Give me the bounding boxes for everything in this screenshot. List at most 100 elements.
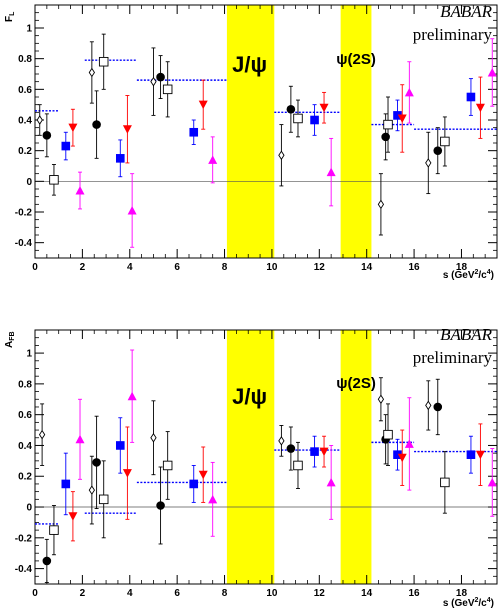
data-point — [92, 458, 101, 467]
x-tick-label: 16 — [409, 588, 421, 599]
data-point — [61, 141, 71, 151]
fl-ylabel: FL — [4, 11, 16, 22]
series-triangle-down — [68, 76, 485, 164]
data-point — [377, 394, 385, 405]
series-open-square — [49, 33, 450, 196]
y-tick-label: 0.6 — [18, 85, 32, 96]
data-point — [75, 434, 85, 444]
afb-xlabel: s (GeV2/c4) — [443, 597, 494, 609]
data-point — [75, 186, 85, 195]
veto-band-label: J/ψ — [232, 52, 267, 77]
data-point — [310, 115, 319, 125]
series-filled-square — [61, 417, 476, 516]
data-point — [127, 205, 137, 215]
data-point — [377, 199, 385, 210]
data-point — [326, 167, 336, 177]
x-tick-label: 14 — [361, 262, 373, 273]
data-point — [286, 104, 296, 114]
y-tick-label: 1 — [26, 24, 32, 35]
data-point — [92, 120, 101, 129]
y-tick-label: 0.2 — [18, 472, 32, 483]
data-point — [475, 103, 485, 113]
data-point — [433, 146, 443, 155]
data-point — [475, 450, 485, 460]
data-point — [404, 439, 414, 448]
data-point — [88, 67, 95, 78]
y-tick-label: 0.4 — [18, 116, 32, 127]
x-tick-label: 10 — [266, 262, 278, 273]
fl-xlabel: s (GeV2/c4) — [443, 269, 494, 281]
afb-ylabel: AFB — [4, 331, 16, 348]
data-point — [122, 469, 132, 478]
series-open-square — [49, 403, 450, 556]
data-point — [383, 429, 393, 440]
data-point — [404, 87, 414, 97]
data-point — [150, 432, 157, 443]
x-tick-label: 12 — [314, 588, 326, 599]
x-tick-label: 4 — [127, 588, 133, 599]
data-point — [98, 494, 109, 505]
veto-band — [340, 5, 372, 258]
data-point — [293, 113, 303, 124]
data-point — [198, 100, 208, 110]
data-point — [189, 479, 199, 489]
data-point — [189, 127, 199, 137]
data-point — [42, 556, 52, 566]
data-point — [440, 136, 450, 147]
y-tick-label: 0.6 — [18, 410, 32, 421]
y-tick-label: 0.8 — [18, 54, 32, 65]
veto-band — [340, 330, 372, 584]
data-point — [397, 114, 407, 123]
veto-band — [226, 5, 275, 258]
x-tick-label: 10 — [266, 588, 278, 599]
data-point — [198, 470, 208, 480]
data-point — [440, 477, 450, 488]
data-point — [49, 175, 59, 185]
series-open-diamond — [38, 377, 432, 525]
afb-panel: J/ψψ(2S)-0.4-0.200.20.40.60.810 2 4 6 8 10 12 1… — [4, 325, 498, 609]
veto-band-label: ψ(2S) — [336, 375, 376, 392]
x-tick-label: 16 — [409, 262, 421, 273]
data-point — [49, 525, 59, 535]
y-tick-label: -0.2 — [15, 533, 33, 544]
y-tick-label: -0.4 — [15, 564, 33, 575]
x-tick-label: 6 — [174, 588, 180, 599]
x-tick-label: 0 — [32, 262, 38, 273]
series-triangle-up — [75, 349, 497, 537]
veto-band-label: ψ(2S) — [336, 51, 376, 68]
data-point — [278, 150, 285, 161]
y-tick-label: 1 — [26, 349, 32, 360]
data-point — [115, 154, 125, 163]
y-tick-label: 0.2 — [18, 146, 32, 157]
fl-panel: J/ψ ψ(2S)-0.4-0.200.20.40.60.810 2 4 6 8 10 12 1… — [4, 2, 498, 281]
x-tick-label: 12 — [314, 262, 326, 273]
data-point — [487, 477, 497, 487]
data-point — [425, 158, 432, 168]
data-point — [38, 429, 46, 440]
data-point — [326, 477, 336, 487]
series-open-diamond — [36, 41, 432, 236]
data-point — [162, 84, 173, 95]
data-point — [122, 125, 132, 134]
data-point — [310, 447, 319, 456]
data-point — [381, 132, 390, 142]
veto-band — [226, 330, 275, 584]
y-tick-label: -0.4 — [15, 238, 33, 249]
x-tick-label: 2 — [80, 588, 86, 599]
data-point — [319, 447, 329, 457]
data-point — [68, 512, 78, 521]
veto-band-label: J/ψ — [232, 384, 267, 409]
series-triangle-up — [75, 38, 497, 248]
data-point — [433, 402, 443, 412]
data-point — [127, 391, 137, 401]
preliminary-label: preliminary — [413, 25, 493, 44]
plot-frame — [34, 4, 498, 259]
x-tick-label: 2 — [80, 262, 86, 273]
data-point — [156, 501, 165, 510]
data-point — [162, 460, 173, 471]
data-point — [466, 92, 476, 102]
data-point — [286, 444, 296, 453]
data-point — [150, 76, 157, 87]
